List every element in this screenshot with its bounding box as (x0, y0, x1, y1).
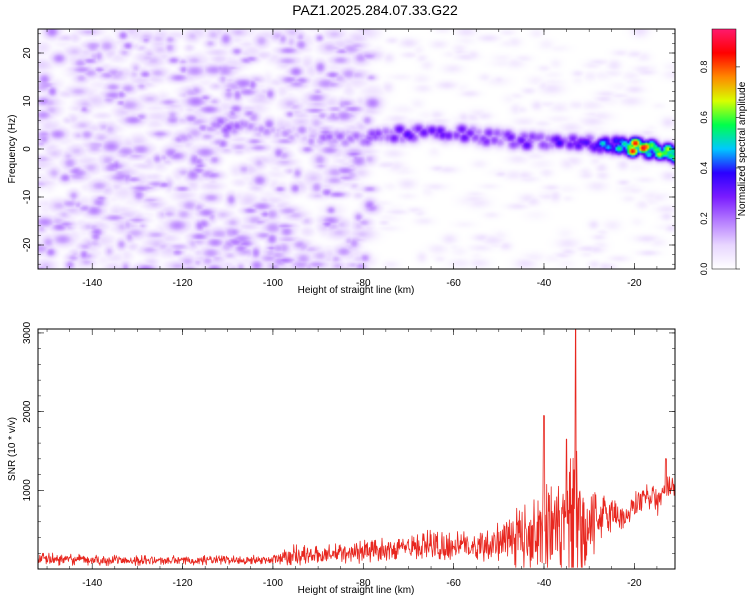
spectrogram-y-tick-label: -10 (22, 189, 33, 204)
colorbar-tick-label: 0.4 (699, 162, 709, 175)
colorbar-tick-label: 0.2 (699, 212, 709, 225)
spectrogram-x-tick-label: -140 (82, 278, 102, 289)
colorbar-ticks: 0.0 0.2 0.4 0.6 0.8 (699, 61, 740, 276)
spectrogram-x-tick-label: -100 (263, 278, 283, 289)
snr-x-label: Height of straight line (km) (298, 585, 415, 596)
snr-y-label: SNR (10 * v/v) (7, 417, 18, 481)
spectrogram-x-tick-label: -20 (627, 278, 642, 289)
spectrogram-x-tick-label: -80 (356, 278, 371, 289)
spectrogram-y-tick-label: 10 (22, 95, 33, 107)
snr-panel: -140 -120 -100 -80 -60 -40 -20 1000 2000 3000 He… (7, 321, 676, 596)
snr-x-tick-label: -40 (537, 578, 552, 589)
colorbar: 0.0 0.2 0.4 0.6 0.8 Normalized spectral ampl… (699, 28, 748, 276)
snr-y-axis: 1000 2000 3000 (22, 321, 675, 570)
spectrogram-y-tick-label: 0 (22, 146, 33, 152)
spectrogram-x-axis: -140 -120 -100 -80 -60 -40 -20 (46, 29, 658, 289)
snr-x-tick-label: -100 (263, 578, 283, 589)
snr-x-tick-label: -80 (356, 578, 371, 589)
spectrogram-y-tick-label: -20 (22, 237, 33, 252)
spectrogram-y-axis: -20 -10 0 10 20 (22, 33, 675, 265)
colorbar-tick-label: 0.0 (699, 263, 709, 276)
snr-y-tick-label: 2000 (22, 400, 33, 423)
snr-y-tick-label: 3000 (22, 321, 33, 344)
snr-y-tick-label: 1000 (22, 479, 33, 502)
spectrogram-x-tick-label: -40 (537, 278, 552, 289)
snr-x-tick-label: -60 (446, 578, 461, 589)
snr-x-tick-label: -120 (173, 578, 193, 589)
colorbar-frame (711, 28, 737, 270)
spectrogram-image (38, 29, 675, 269)
colorbar-gradient (712, 29, 736, 269)
spectrogram-heatmap (38, 29, 675, 269)
colorbar-tick-label: 0.8 (699, 61, 709, 74)
spectrogram-x-tick-label: -60 (446, 278, 461, 289)
chart-title: PAZ1.2025.284.07.33.G22 (292, 2, 458, 18)
snr-x-tick-label: -140 (82, 578, 102, 589)
colorbar-label: Normalized spectral amplitude (737, 81, 748, 216)
snr-series-line (38, 329, 675, 568)
colorbar-tick-label: 0.6 (699, 111, 709, 124)
spectrogram-y-label: Frequency (Hz) (7, 115, 18, 184)
snr-frame (37, 328, 676, 570)
snr-x-axis: -140 -120 -100 -80 -60 -40 -20 (46, 329, 658, 589)
spectrogram-x-tick-label: -120 (173, 278, 193, 289)
snr-background (38, 329, 675, 569)
spectrogram-y-tick-label: 20 (22, 47, 33, 59)
snr-x-tick-label: -20 (627, 578, 642, 589)
spectrogram-x-label: Height of straight line (km) (298, 285, 415, 296)
